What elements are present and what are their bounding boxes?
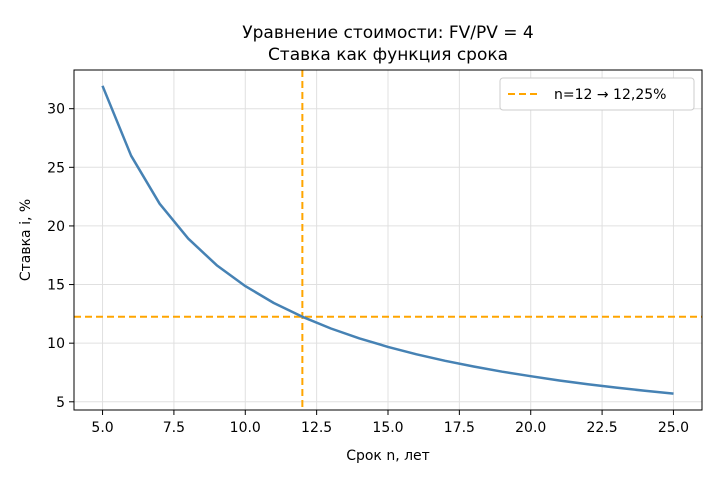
x-axis-label: Срок n, лет [346, 448, 430, 464]
x-tick-label: 5.0 [91, 420, 113, 436]
y-tick-label: 10 [47, 336, 65, 352]
y-tick-label: 30 [47, 102, 65, 118]
y-axis-label: Ставка i, % [18, 199, 34, 281]
y-axis: 5 10 15 20 25 30 [47, 102, 74, 411]
x-tick-label: 17.5 [444, 420, 475, 436]
chart-title: Уравнение стоимости: FV/PV = 4 [242, 23, 533, 43]
series-line [101, 85, 674, 395]
x-tick-label: 15.0 [372, 420, 403, 436]
legend-label: n=12 → 12,25% [554, 87, 666, 103]
legend: n=12 → 12,25% [499, 77, 695, 111]
x-tick-label: 25.0 [658, 420, 689, 436]
x-tick-label: 20.0 [515, 420, 546, 436]
reference-lines [74, 70, 702, 410]
y-tick-label: 5 [56, 395, 65, 411]
x-tick-label: 22.5 [587, 420, 618, 436]
y-tick-label: 20 [47, 219, 65, 235]
grid [74, 70, 702, 410]
series-group [101, 85, 674, 395]
x-axis: 5.0 7.5 10.0 12.5 15.0 17.5 20.0 22.5 25.0 [91, 410, 689, 436]
x-tick-label: 12.5 [301, 420, 332, 436]
x-tick-label: 10.0 [230, 420, 261, 436]
y-tick-label: 15 [47, 278, 65, 294]
legend-box [499, 77, 695, 111]
y-tick-label: 25 [47, 160, 65, 176]
chart-subtitle: Ставка как функция срока [268, 45, 508, 65]
x-tick-label: 7.5 [163, 420, 185, 436]
